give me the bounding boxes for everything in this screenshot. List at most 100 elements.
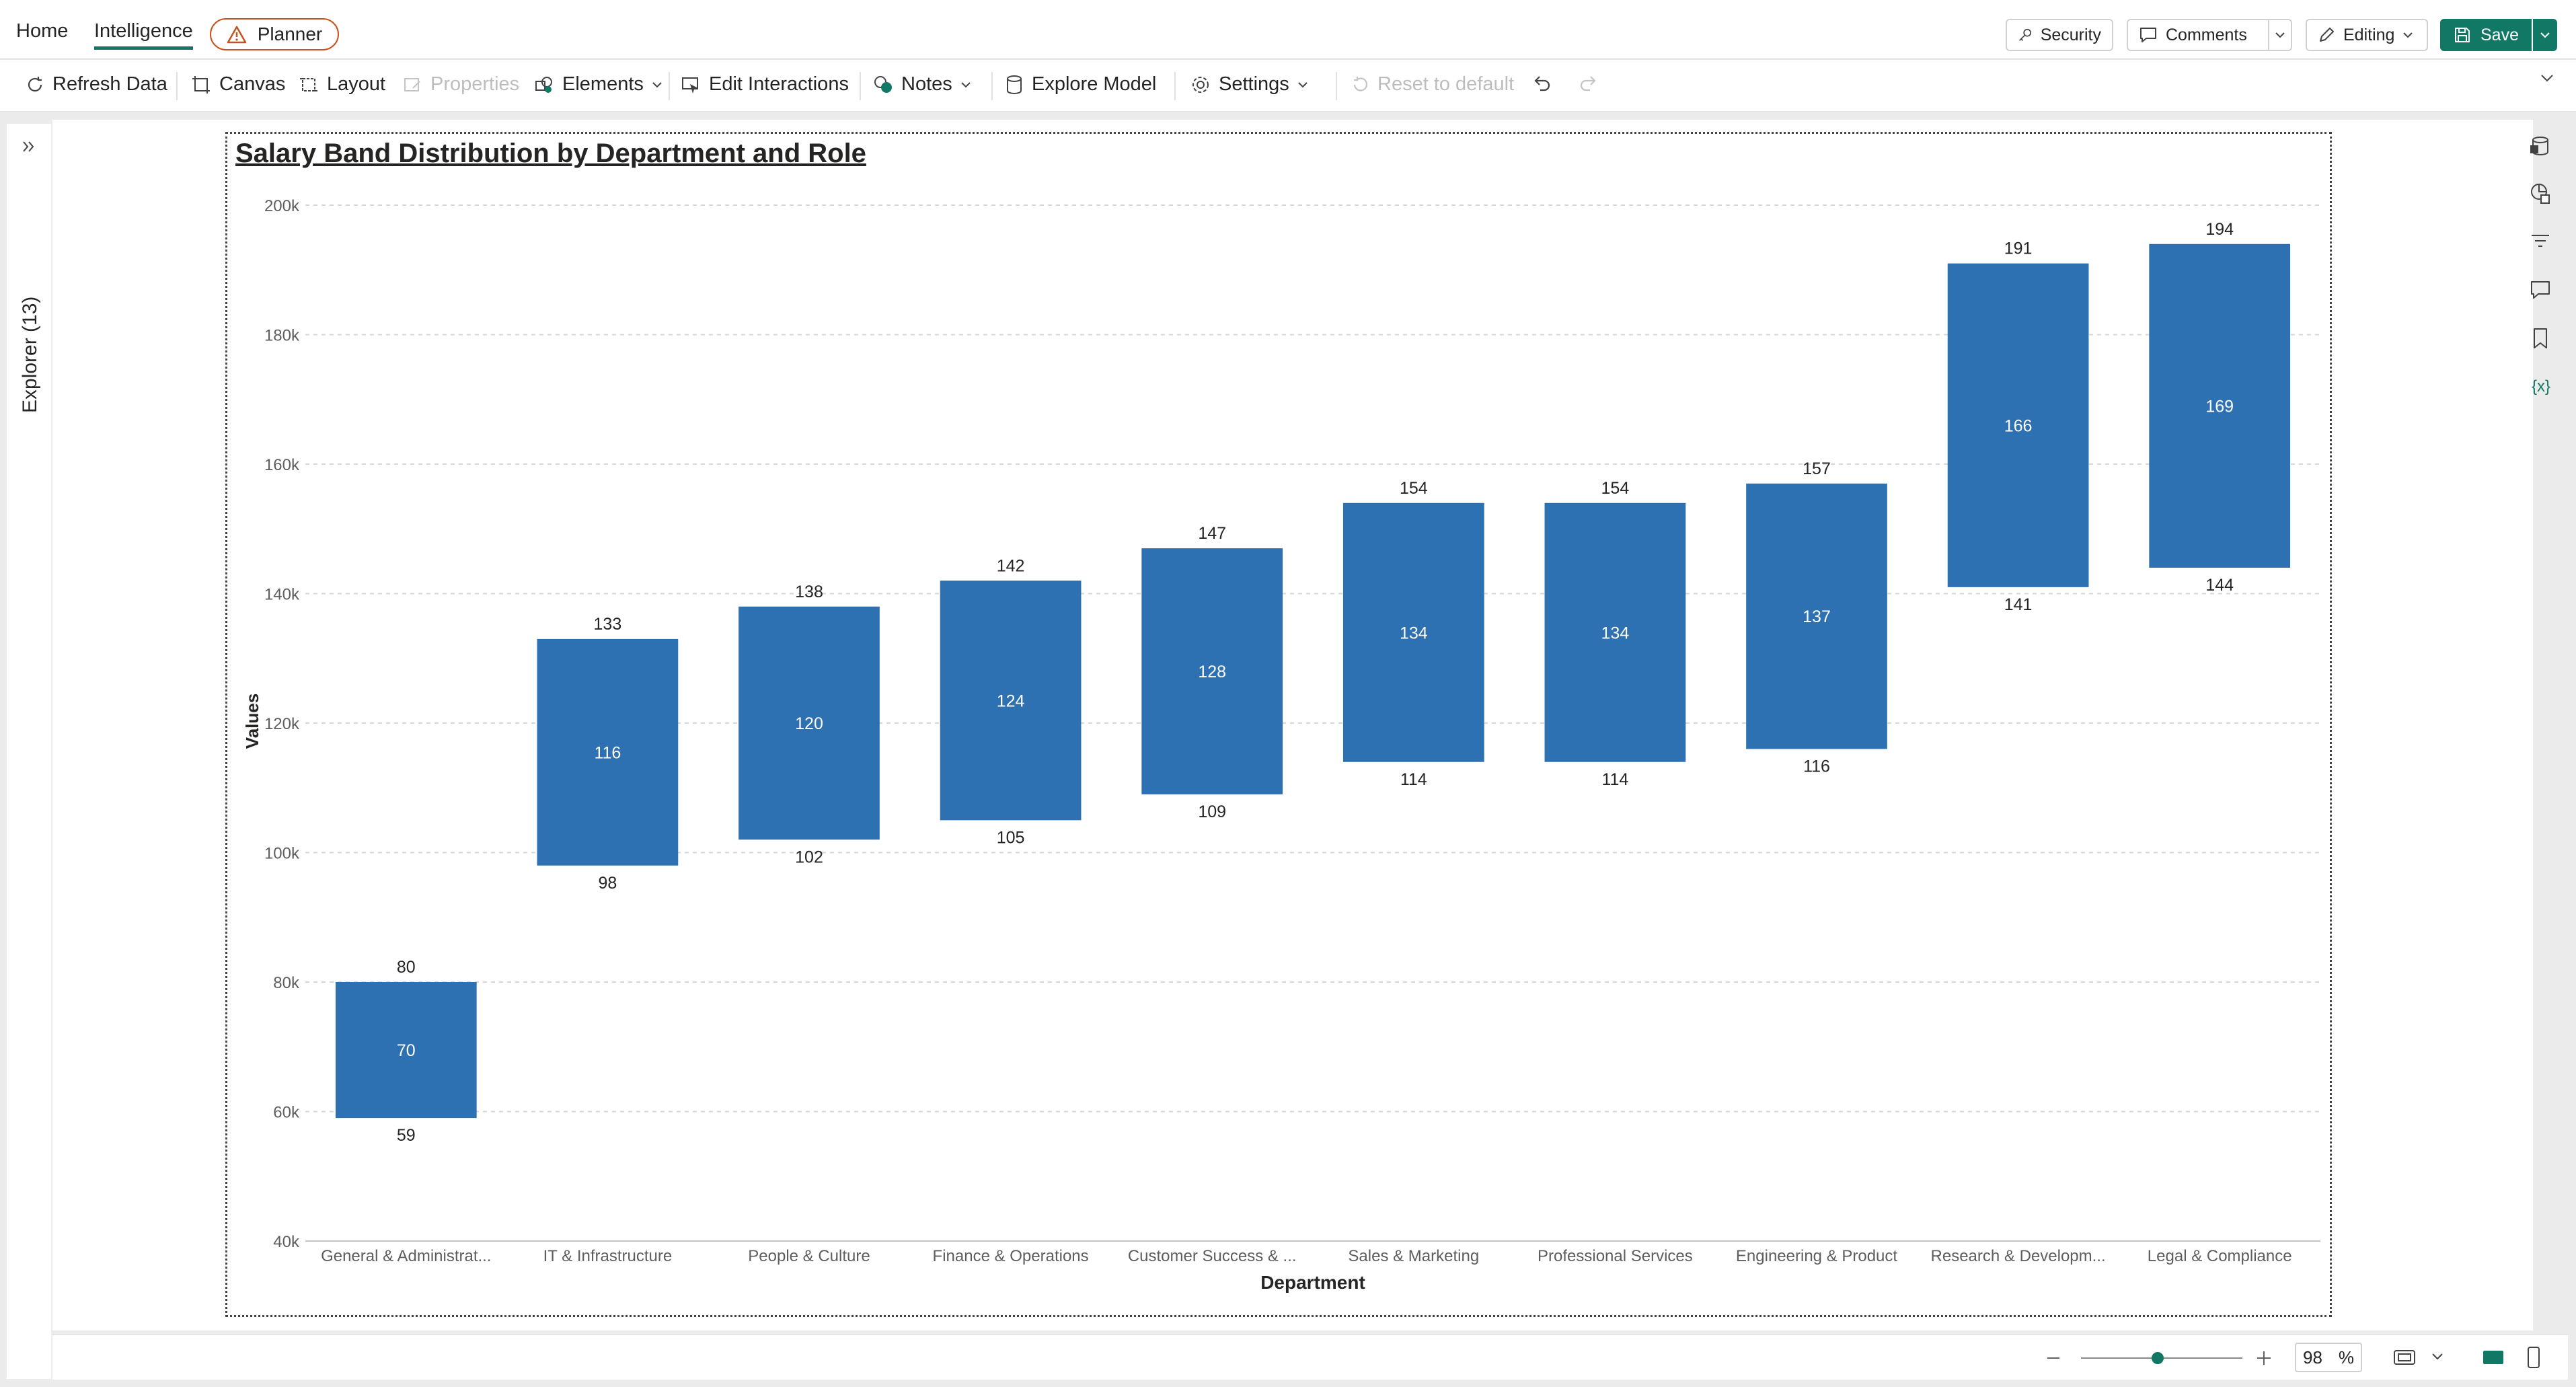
- format-visual-icon[interactable]: [2529, 182, 2552, 204]
- bar-low-label: 59: [397, 1126, 416, 1145]
- salary-band-bar[interactable]: [335, 982, 477, 1119]
- warning-icon: [227, 26, 246, 44]
- undo-icon: [1534, 76, 1550, 91]
- chart-bars: 80 70 59 133 116 98 138 120 102 142 124 105 147 128 10…: [335, 220, 2291, 1145]
- x-tick-label: Engineering & Product: [1736, 1247, 1897, 1265]
- chevron-down-icon: [652, 81, 662, 87]
- canvas-button[interactable]: Canvas: [191, 73, 285, 96]
- fit-to-page-icon[interactable]: [2392, 1347, 2419, 1368]
- salary-band-bar[interactable]: [1746, 483, 1887, 749]
- bar-mid-label: 169: [2205, 397, 2234, 416]
- settings-label: Settings: [1219, 73, 1289, 95]
- bar-mid-label: 166: [2004, 416, 2033, 435]
- properties-icon: [404, 77, 420, 91]
- notes-button[interactable]: Notes: [873, 73, 971, 96]
- x-tick-label: Customer Success & ...: [1128, 1247, 1297, 1265]
- chart-visual[interactable]: [225, 132, 2332, 1317]
- salary-band-bar[interactable]: [1947, 263, 2089, 587]
- bar-low-label: 98: [598, 874, 617, 893]
- filter-icon[interactable]: [2529, 231, 2552, 252]
- top-bar: Home Intelligence Planner Security Comme…: [0, 0, 2576, 58]
- chevron-down-icon[interactable]: [2431, 1352, 2444, 1361]
- salary-band-bar[interactable]: [1544, 502, 1686, 762]
- gear-icon: [1192, 76, 1209, 93]
- layout-icon: [300, 77, 317, 91]
- save-dropdown[interactable]: [2533, 19, 2557, 51]
- reset-to-default-button[interactable]: Reset to default: [1351, 73, 1514, 96]
- tab-home[interactable]: Home: [16, 20, 69, 42]
- salary-band-bar[interactable]: [2149, 243, 2291, 568]
- bar-high-label: 154: [1601, 479, 1630, 498]
- canvas-label: Canvas: [219, 73, 286, 95]
- chart-title: Salary Band Distribution by Department a…: [235, 139, 866, 168]
- toolbar-divider: [176, 72, 178, 100]
- elements-button[interactable]: Elements: [534, 73, 662, 96]
- y-tick-label: 60k: [273, 1104, 300, 1122]
- undo-button[interactable]: [1532, 73, 1552, 93]
- pencil-icon: [2320, 28, 2334, 42]
- y-tick-label: 80k: [273, 974, 300, 992]
- zoom-unit: %: [2338, 1347, 2354, 1367]
- comments-button[interactable]: Comments: [2127, 19, 2269, 51]
- comment-icon[interactable]: [2529, 278, 2552, 301]
- zoom-controls: [2047, 1351, 2271, 1365]
- layout-button[interactable]: Layout: [299, 73, 385, 96]
- properties-button[interactable]: Properties: [402, 73, 519, 96]
- tab-intelligence[interactable]: Intelligence: [94, 20, 193, 50]
- explore-model-button[interactable]: Explore Model: [1005, 73, 1156, 96]
- chevron-down-icon: [961, 81, 971, 87]
- x-tick-label: People & Culture: [748, 1247, 870, 1265]
- reset-to-default-label: Reset to default: [1377, 73, 1515, 95]
- chevron-down-icon: [2275, 32, 2285, 38]
- bar-low-label: 109: [1198, 802, 1226, 821]
- chevron-down-icon: [2541, 75, 2553, 82]
- svg-text:{x}: {x}: [2532, 377, 2550, 396]
- bar-low-label: 102: [795, 848, 823, 866]
- bar-high-label: 142: [997, 556, 1025, 575]
- desktop-view-icon[interactable]: [2480, 1347, 2507, 1368]
- zoom-slider-thumb[interactable]: [2152, 1352, 2164, 1364]
- expand-icon[interactable]: [22, 140, 36, 153]
- toolbar-divider: [1336, 72, 1337, 100]
- database-icon: [1007, 75, 1022, 94]
- y-tick-label: 200k: [264, 197, 300, 215]
- key-icon: [2018, 28, 2032, 41]
- bookmark-icon[interactable]: [2529, 327, 2552, 350]
- edit-interactions-icon: [682, 77, 698, 93]
- planner-button[interactable]: Planner: [210, 18, 339, 50]
- notes-label: Notes: [901, 73, 952, 95]
- variables-icon[interactable]: {x}: [2529, 375, 2553, 397]
- editing-mode-button[interactable]: Editing: [2306, 19, 2428, 51]
- toolbar-divider: [860, 72, 861, 100]
- save-button[interactable]: Save: [2440, 19, 2532, 51]
- x-tick-label: Sales & Marketing: [1348, 1247, 1479, 1265]
- collapse-ribbon-button[interactable]: [2540, 73, 2554, 83]
- comments-dropdown[interactable]: [2268, 19, 2292, 51]
- y-tick-label: 180k: [264, 327, 300, 345]
- salary-band-bar[interactable]: [537, 638, 679, 866]
- bar-high-label: 80: [397, 958, 416, 977]
- save-label: Save: [2480, 25, 2519, 44]
- refresh-data-button[interactable]: Refresh Data: [26, 73, 167, 96]
- zoom-in-icon[interactable]: [2257, 1351, 2271, 1365]
- edit-interactions-label: Edit Interactions: [709, 73, 849, 95]
- explorer-rail[interactable]: Explorer (13): [7, 124, 51, 1379]
- y-tick-label: 100k: [264, 845, 300, 863]
- chevron-down-icon: [2540, 32, 2550, 38]
- security-button[interactable]: Security: [2006, 19, 2113, 51]
- data-icon[interactable]: [2529, 135, 2552, 157]
- salary-band-bar[interactable]: [1141, 548, 1283, 794]
- bar-high-label: 138: [795, 583, 823, 601]
- chevron-down-icon: [1298, 81, 1308, 87]
- mobile-view-icon[interactable]: [2524, 1345, 2544, 1370]
- x-tick-label: Professional Services: [1538, 1247, 1693, 1265]
- bar-low-label: 144: [2205, 576, 2234, 595]
- settings-button[interactable]: Settings: [1190, 73, 1308, 96]
- zoom-level-input[interactable]: 98 %: [2295, 1343, 2362, 1372]
- canvas-icon: [192, 75, 210, 93]
- salary-band-bar[interactable]: [738, 606, 880, 840]
- redo-button[interactable]: [1578, 73, 1598, 93]
- salary-band-bar[interactable]: [1342, 502, 1484, 762]
- edit-interactions-button[interactable]: Edit Interactions: [681, 73, 849, 96]
- salary-band-bar[interactable]: [940, 580, 1082, 821]
